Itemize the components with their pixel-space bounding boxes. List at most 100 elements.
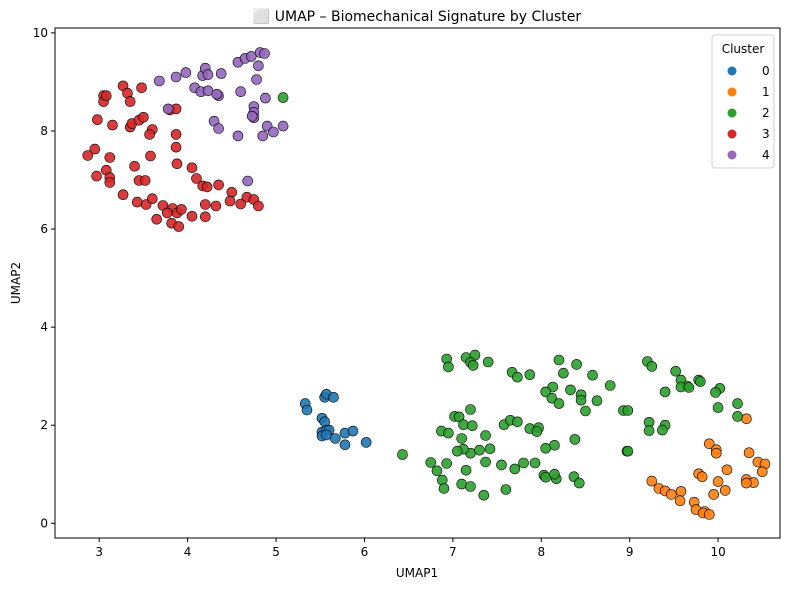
cluster-3-point xyxy=(104,152,116,163)
legend-label-0: 0 xyxy=(762,64,770,78)
cluster-3-point xyxy=(226,187,238,198)
cluster-3-point xyxy=(170,141,182,153)
cluster-2-point xyxy=(482,356,494,368)
cluster-4-point xyxy=(277,120,289,132)
cluster-3-point xyxy=(210,200,222,212)
cluster-2-point xyxy=(443,427,454,439)
cluster-3-point xyxy=(124,96,136,107)
cluster-3-point xyxy=(138,112,149,123)
cluster-2-point xyxy=(474,444,485,456)
cluster-2-point xyxy=(460,464,472,476)
cluster-4-point xyxy=(213,123,224,134)
cluster-3-point xyxy=(92,114,103,125)
cluster-4-point xyxy=(251,74,262,85)
cluster-3-point xyxy=(104,177,116,188)
cluster-2-point xyxy=(571,359,582,370)
cluster-1-point xyxy=(712,476,724,487)
cluster-2-point xyxy=(546,392,558,404)
cluster-1-point xyxy=(719,485,731,496)
x-tick-label: 4 xyxy=(184,545,192,559)
y-tick-label: 10 xyxy=(33,26,48,40)
cluster-2-point xyxy=(480,456,491,468)
cluster-4-point xyxy=(253,60,264,72)
cluster-2-point xyxy=(277,92,289,103)
cluster-2-point xyxy=(622,405,634,416)
x-tick-label: 3 xyxy=(95,545,103,559)
cluster-3-point xyxy=(107,119,118,131)
cluster-3-point xyxy=(213,179,224,191)
cluster-2-point xyxy=(496,459,507,471)
legend-box xyxy=(711,34,775,169)
cluster-2-point xyxy=(529,457,541,469)
cluster-3-point xyxy=(101,90,112,101)
cluster-3-point xyxy=(144,129,155,140)
cluster-2-point xyxy=(646,361,658,372)
cluster-3-point xyxy=(176,204,187,215)
cluster-2-point xyxy=(573,477,585,489)
cluster-2-point xyxy=(580,405,591,417)
cluster-4-point xyxy=(257,130,269,142)
cluster-2-point xyxy=(443,361,454,373)
cluster-2-point xyxy=(604,380,616,391)
cluster-3-point xyxy=(186,211,198,222)
cluster-2-point xyxy=(670,365,682,377)
legend-title: Cluster xyxy=(722,42,765,56)
plot-frame xyxy=(54,27,781,539)
x-axis: 3 4 5 6 7 8 9 10 xyxy=(95,538,726,559)
y-tick-label: 2 xyxy=(40,418,48,432)
cluster-2-point xyxy=(456,478,468,490)
x-tick-label: 7 xyxy=(449,545,457,559)
cluster-4-point xyxy=(260,92,271,104)
cluster-2-point xyxy=(710,387,721,398)
cluster-2-point xyxy=(480,430,491,441)
legend-marker-2 xyxy=(727,108,737,118)
cluster-1-point xyxy=(710,447,722,459)
chart-title: ⬜ UMAP – Biomechanical Signature by Clus… xyxy=(253,8,582,25)
cluster-2-point xyxy=(657,424,668,436)
cluster-4-point xyxy=(259,48,270,59)
legend-label-2: 2 xyxy=(762,106,770,120)
cluster-3-point xyxy=(170,129,182,140)
cluster-2-point xyxy=(549,439,560,451)
cluster-1-point xyxy=(721,464,733,476)
cluster-2-point xyxy=(467,360,479,371)
cluster-2-point xyxy=(478,489,490,501)
cluster-3-point xyxy=(147,193,158,204)
cluster-3-point xyxy=(117,189,129,200)
points-layer xyxy=(82,47,771,520)
legend-marker-3 xyxy=(727,129,737,139)
cluster-2-point xyxy=(456,433,468,444)
cluster-4-point xyxy=(268,126,279,138)
cluster-3-point xyxy=(253,200,264,212)
cluster-2-point xyxy=(569,434,581,445)
cluster-1-point xyxy=(675,486,687,497)
y-tick-label: 6 xyxy=(40,222,48,236)
cluster-3-point xyxy=(173,221,185,232)
cluster-4-point xyxy=(246,51,257,62)
legend-label-4: 4 xyxy=(762,148,770,162)
cluster-2-point xyxy=(553,398,565,409)
cluster-1-point xyxy=(708,489,720,500)
cluster-2-point xyxy=(509,463,521,475)
cluster-3-point xyxy=(171,158,183,170)
cluster-3-point xyxy=(191,173,202,184)
cluster-2-point xyxy=(397,449,408,460)
cluster-3-point xyxy=(139,175,151,186)
cluster-3-point xyxy=(162,207,173,219)
cluster-2-point xyxy=(553,354,565,366)
cluster-2-point xyxy=(431,465,443,477)
cluster-2-point xyxy=(531,426,543,437)
cluster-2-point xyxy=(466,420,478,432)
cluster-0-point xyxy=(328,391,339,403)
cluster-2-point xyxy=(451,445,463,457)
cluster-4-point xyxy=(232,130,244,142)
cluster-2-point xyxy=(549,468,560,480)
cluster-3-point xyxy=(224,195,236,207)
legend-label-1: 1 xyxy=(762,85,770,99)
cluster-2-point xyxy=(484,443,496,455)
cluster-3-point xyxy=(129,161,140,172)
y-axis-label: UMAP2 xyxy=(9,262,23,304)
cluster-4-point xyxy=(180,67,192,78)
legend-marker-0 xyxy=(727,66,737,76)
cluster-4-point xyxy=(211,88,223,100)
